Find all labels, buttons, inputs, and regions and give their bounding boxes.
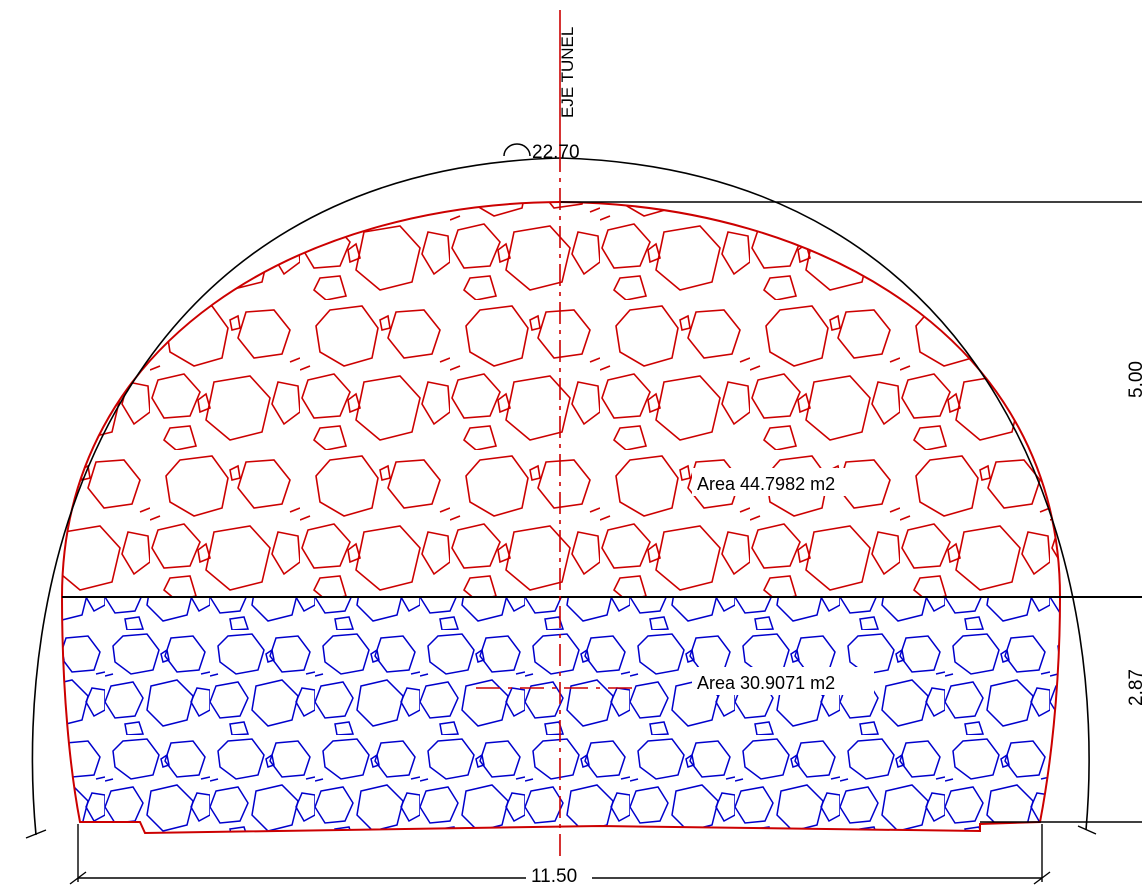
dim-height-top-label: 5.00 bbox=[1126, 361, 1142, 398]
arc-length-symbol bbox=[503, 143, 531, 157]
dim-height-bottom-label: 2.87 bbox=[1126, 669, 1142, 706]
tunnel-axis bbox=[476, 10, 640, 886]
bottom-excavation-zone bbox=[61, 596, 1061, 835]
top-excavation-zone bbox=[61, 200, 1061, 598]
dim-width-label: 11.50 bbox=[531, 866, 577, 886]
axis-label: EJE TUNEL bbox=[558, 27, 577, 118]
area-bottom-label: Area 30.9071 m2 bbox=[697, 673, 835, 693]
crown-label: 22.70 bbox=[532, 142, 580, 163]
area-top-label: Area 44.7982 m2 bbox=[697, 474, 835, 494]
